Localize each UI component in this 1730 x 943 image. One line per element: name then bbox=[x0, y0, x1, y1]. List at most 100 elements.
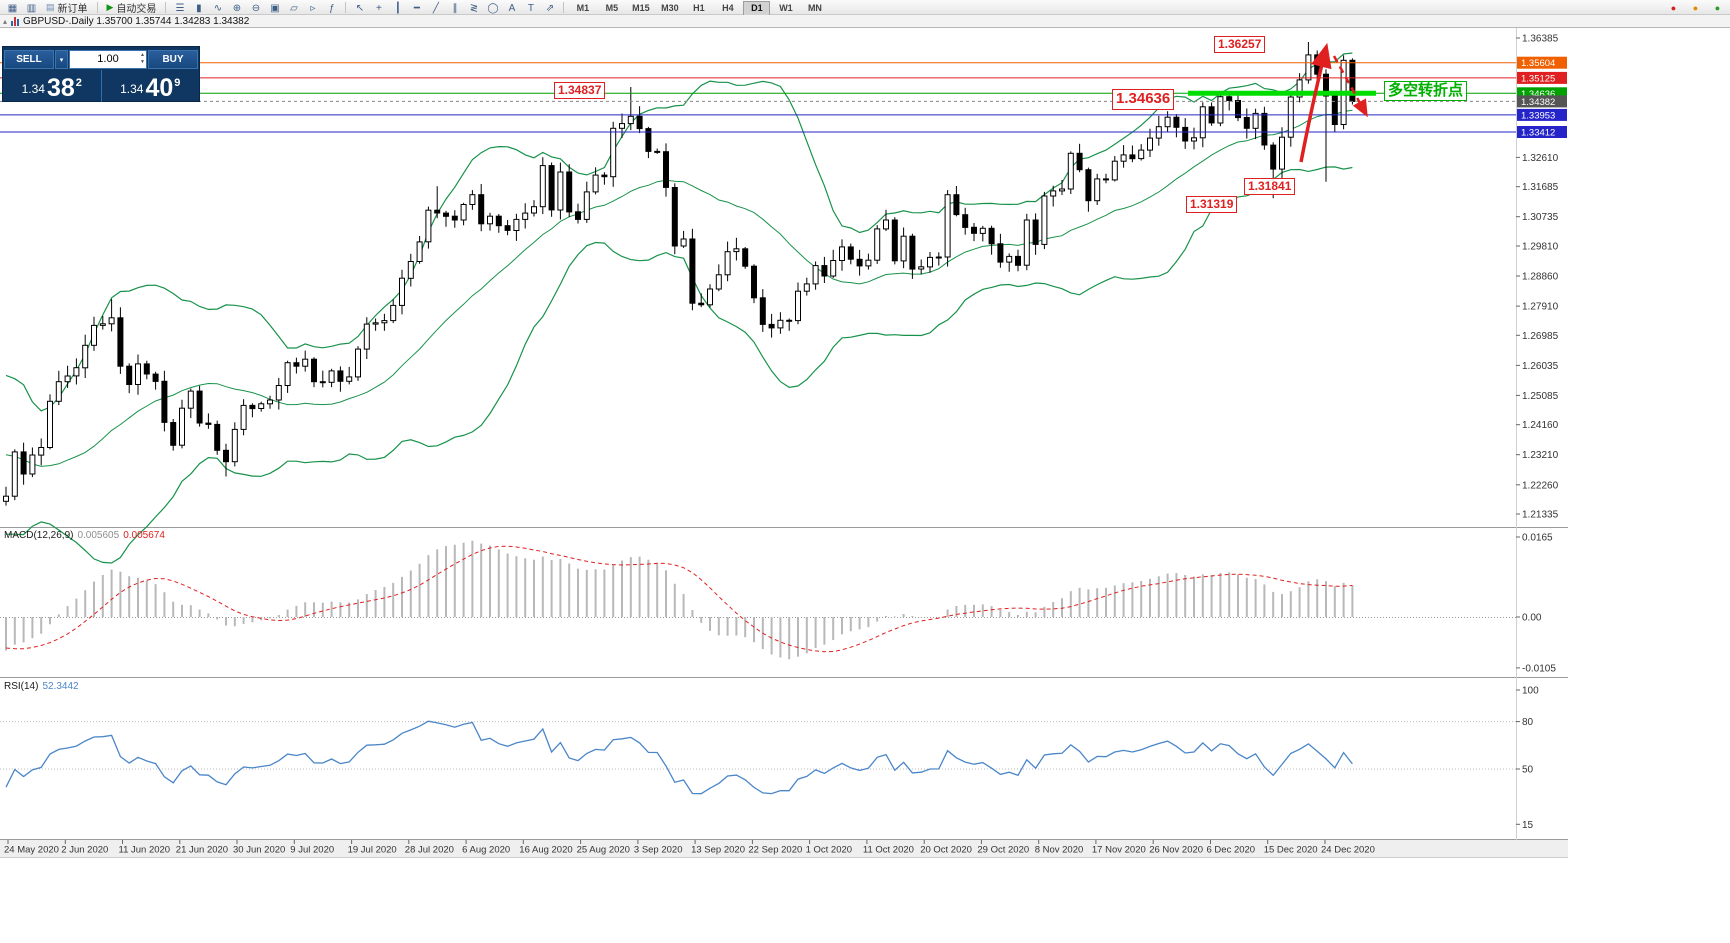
toolbar-separator bbox=[345, 1, 347, 13]
buy-button[interactable]: BUY bbox=[148, 49, 198, 69]
svg-text:80: 80 bbox=[1522, 717, 1534, 728]
timeframe-m15[interactable]: M15 bbox=[632, 3, 650, 13]
svg-text:11 Jun 2020: 11 Jun 2020 bbox=[119, 845, 171, 856]
horizontal-line-icon[interactable]: ━ bbox=[413, 3, 420, 14]
svg-text:15 Dec 2020: 15 Dec 2020 bbox=[1264, 845, 1318, 856]
buy-price-stem: 1.34 bbox=[120, 82, 144, 96]
sell-price[interactable]: 1.34 38 2 bbox=[3, 70, 102, 102]
buy-price-sup: 9 bbox=[174, 77, 181, 89]
macd-name: MACD(12,26,9) bbox=[4, 530, 74, 541]
buy-price-big: 40 bbox=[145, 73, 174, 102]
timeframe-m1[interactable]: M1 bbox=[576, 3, 590, 13]
svg-text:1.27910: 1.27910 bbox=[1522, 302, 1559, 313]
new-chart-icon[interactable]: ▦ bbox=[7, 3, 18, 14]
candles bbox=[3, 42, 1356, 506]
autotrade-button[interactable]: ▶ 自动交易 bbox=[102, 1, 162, 15]
svg-text:1.33953: 1.33953 bbox=[1521, 110, 1555, 121]
zoom-out-icon[interactable]: ⊖ bbox=[251, 3, 261, 14]
alert-red-dot-icon[interactable]: ● bbox=[1670, 3, 1677, 13]
timeframe-d1[interactable]: D1 bbox=[743, 1, 771, 16]
indicators-icon[interactable]: ƒ bbox=[329, 3, 335, 14]
svg-text:50: 50 bbox=[1522, 765, 1534, 776]
zoom-in-icon[interactable]: ⊕ bbox=[232, 3, 242, 14]
connection-green-dot-icon[interactable]: ● bbox=[1714, 3, 1721, 13]
cursor-icon[interactable]: ↖ bbox=[355, 3, 365, 14]
toolbar: ▦ ▥ ▤ 新订单 ▶ 自动交易 ☰ ▮ ∿ ⊕ ⊖ ▣ ▱ ▹ ƒ ↖ + ┃ ━ ╱ ∥ ≷ ◯ A T ⇗ M1… bbox=[0, 0, 1730, 16]
shapes-icon[interactable]: ◯ bbox=[487, 3, 499, 14]
rsi-indicator-label: RSI(14) 52.3442 bbox=[4, 681, 79, 692]
horizontal-lines[interactable] bbox=[0, 62, 1516, 133]
collapse-chart-icon[interactable]: ▴ bbox=[3, 16, 8, 26]
chart-caption-bar: ▴ GBPUSD-.Daily 1.35700 1.35744 1.34283 … bbox=[0, 15, 1730, 28]
vertical-line-icon[interactable]: ┃ bbox=[394, 3, 401, 14]
svg-text:1.35604: 1.35604 bbox=[1521, 58, 1555, 69]
tile-windows-icon[interactable]: ▣ bbox=[270, 3, 280, 14]
price-axis: 1.36385 1.32610 1.31685 1.30735 1.29810 1.288… bbox=[1516, 34, 1559, 831]
svg-text:2 Jun 2020: 2 Jun 2020 bbox=[61, 845, 108, 856]
label-icon[interactable]: T bbox=[527, 3, 534, 14]
timeframe-m5[interactable]: M5 bbox=[605, 3, 619, 13]
timeframe-mn[interactable]: MN bbox=[807, 3, 822, 13]
price-annotation[interactable]: 1.31319 bbox=[1186, 196, 1238, 213]
trendline-icon[interactable]: ╱ bbox=[432, 3, 439, 14]
volume-value: 1.00 bbox=[97, 53, 119, 65]
macd-main-value: 0.005605 bbox=[77, 530, 120, 541]
svg-text:21 Jun 2020: 21 Jun 2020 bbox=[176, 845, 228, 856]
bollinger-bands bbox=[5, 52, 1353, 564]
price-annotation[interactable]: 1.34837 bbox=[554, 82, 606, 99]
chart-icon bbox=[11, 16, 20, 26]
fibonacci-icon[interactable]: ≷ bbox=[469, 3, 479, 14]
chart-profiles-icon[interactable]: ▥ bbox=[26, 3, 37, 14]
svg-text:1.26035: 1.26035 bbox=[1522, 361, 1559, 372]
auto-scroll-icon[interactable]: ▱ bbox=[290, 3, 298, 14]
timeframe-m30[interactable]: M30 bbox=[661, 3, 679, 13]
price-annotation[interactable]: 1.36257 bbox=[1214, 36, 1266, 53]
new-order-button[interactable]: ▤ 新订单 bbox=[41, 1, 93, 15]
price-annotation[interactable]: 1.31841 bbox=[1244, 178, 1296, 195]
sell-button[interactable]: SELL bbox=[4, 49, 54, 69]
svg-text:13 Sep 2020: 13 Sep 2020 bbox=[691, 845, 745, 856]
svg-text:20 Oct 2020: 20 Oct 2020 bbox=[920, 845, 972, 856]
timeframe-h1[interactable]: H1 bbox=[693, 3, 705, 13]
volume-dropdown-icon[interactable]: ▾ bbox=[55, 49, 68, 69]
svg-text:1.35125: 1.35125 bbox=[1521, 73, 1555, 84]
svg-text:1 Oct 2020: 1 Oct 2020 bbox=[806, 845, 852, 856]
svg-text:1.21335: 1.21335 bbox=[1522, 510, 1559, 521]
svg-text:6 Aug 2020: 6 Aug 2020 bbox=[462, 845, 510, 856]
svg-text:30 Jun 2020: 30 Jun 2020 bbox=[233, 845, 285, 856]
turning-point-note[interactable]: 多空转折点 bbox=[1384, 81, 1468, 101]
svg-text:24 May 2020: 24 May 2020 bbox=[4, 845, 59, 856]
line-chart-icon[interactable]: ∿ bbox=[213, 3, 223, 14]
text-icon[interactable]: A bbox=[508, 3, 516, 14]
buy-price[interactable]: 1.34 40 9 bbox=[102, 70, 200, 102]
news-orange-dot-icon[interactable]: ● bbox=[1692, 3, 1699, 13]
svg-text:1.34636: 1.34636 bbox=[1521, 89, 1555, 100]
toolbar-separator bbox=[165, 1, 167, 13]
svg-text:6 Dec 2020: 6 Dec 2020 bbox=[1207, 845, 1256, 856]
volume-input[interactable]: 1.00 ▲ ▼ bbox=[69, 49, 147, 69]
svg-text:8 Nov 2020: 8 Nov 2020 bbox=[1035, 845, 1084, 856]
chart-shift-icon[interactable]: ▹ bbox=[310, 3, 316, 14]
timeframe-w1[interactable]: W1 bbox=[779, 3, 793, 13]
sell-price-big: 38 bbox=[46, 73, 75, 102]
price-annotation[interactable]: 1.34636 bbox=[1112, 89, 1175, 110]
trend-arrows[interactable] bbox=[1299, 42, 1368, 163]
timeframe-buttons: M1 M5 M15 M30 H1 H4 D1 W1 MN bbox=[568, 0, 829, 16]
time-axis: 24 May 2020 2 Jun 2020 11 Jun 2020 21 Jun 2… bbox=[4, 840, 1375, 856]
macd-signal-line bbox=[5, 545, 1353, 653]
svg-text:0.00: 0.00 bbox=[1522, 613, 1542, 624]
toolbar-view-icons: ☰ ▮ ∿ ⊕ ⊖ ▣ ▱ ▹ ƒ bbox=[170, 0, 341, 16]
channel-icon[interactable]: ∥ bbox=[452, 3, 458, 14]
candlestick-icon[interactable]: ▮ bbox=[196, 3, 202, 14]
svg-text:25 Aug 2020: 25 Aug 2020 bbox=[577, 845, 630, 856]
svg-text:24 Dec 2020: 24 Dec 2020 bbox=[1321, 845, 1375, 856]
timeframe-h4[interactable]: H4 bbox=[722, 3, 734, 13]
bar-chart-icon[interactable]: ☰ bbox=[175, 3, 185, 14]
svg-text:3 Sep 2020: 3 Sep 2020 bbox=[634, 845, 683, 856]
volume-spinner[interactable]: ▲ ▼ bbox=[140, 51, 145, 65]
svg-text:16 Aug 2020: 16 Aug 2020 bbox=[519, 845, 572, 856]
arrows-icon[interactable]: ⇗ bbox=[545, 3, 555, 14]
crosshair-icon[interactable]: + bbox=[376, 3, 382, 14]
